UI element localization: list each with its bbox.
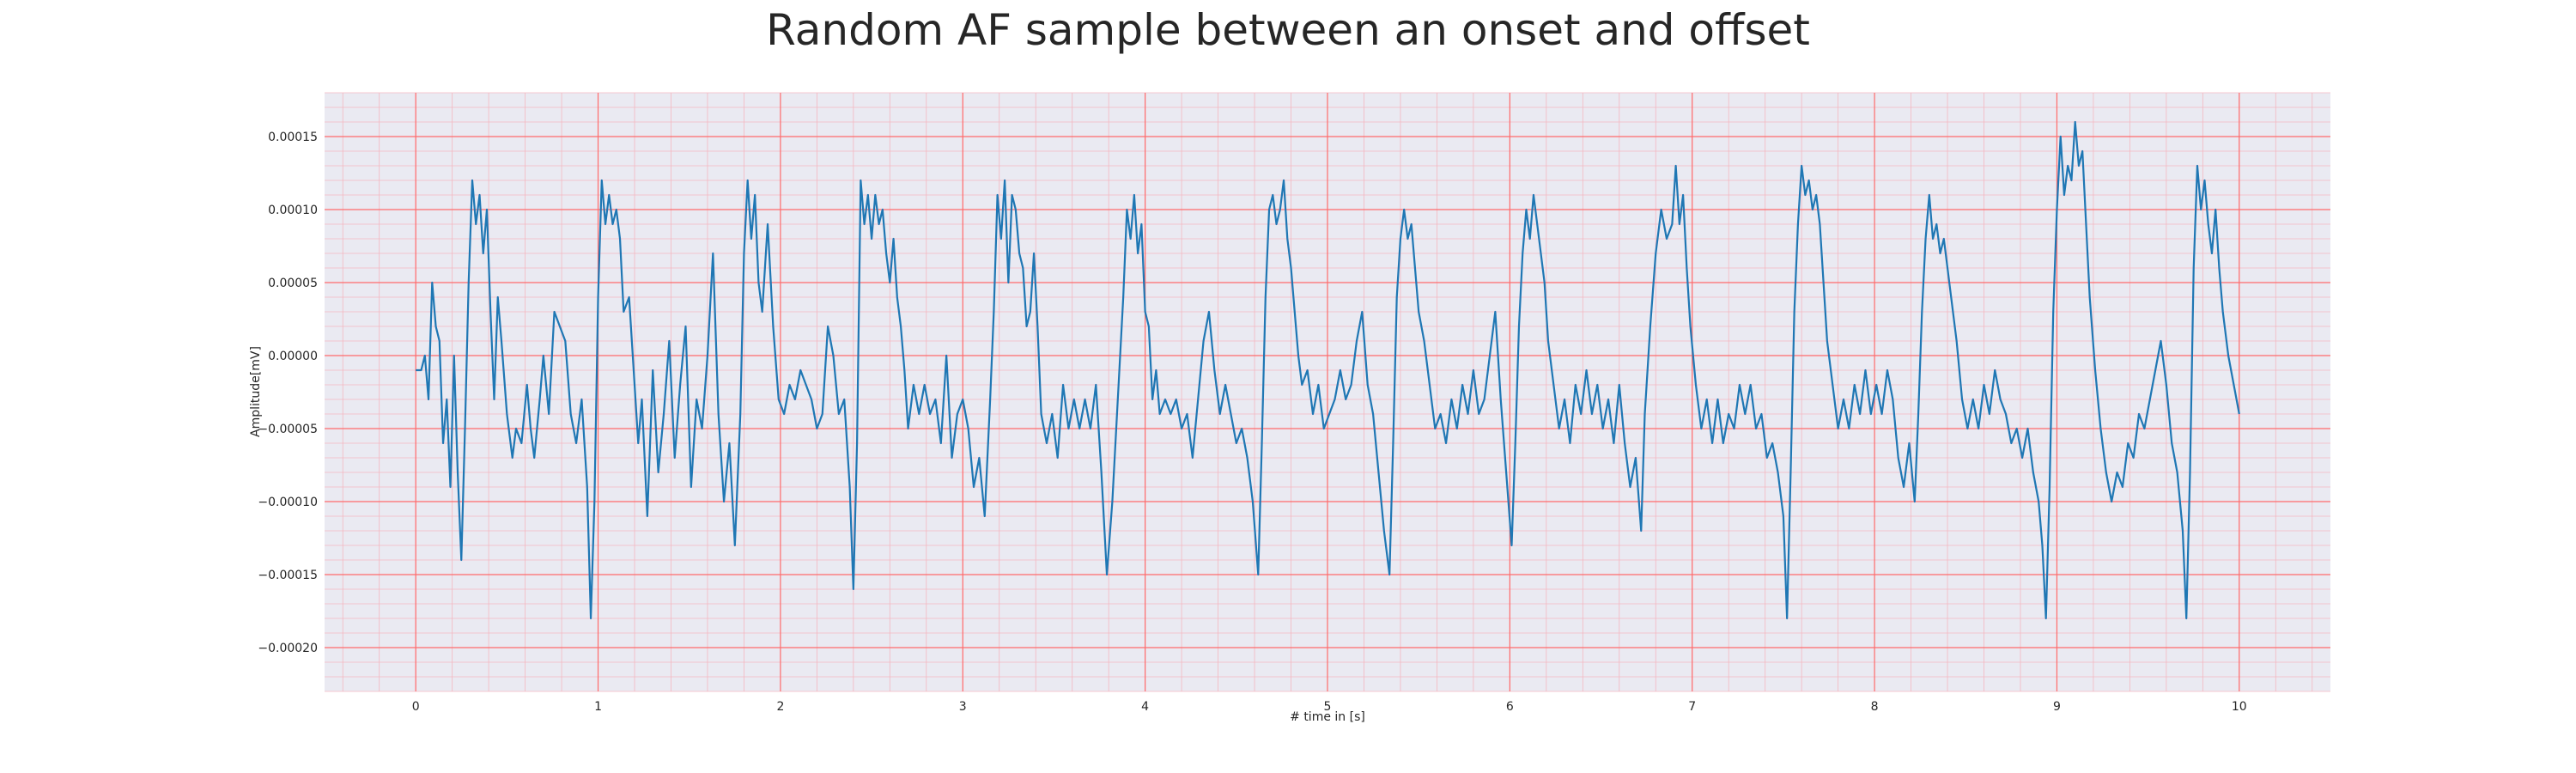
x-tick-label: 6 xyxy=(1506,700,1514,714)
x-axis-ticks: 0 1 2 3 4 5 6 7 8 9 10 xyxy=(412,700,2247,714)
y-tick-label: −0.00005 xyxy=(258,423,318,436)
x-tick-label: 8 xyxy=(1871,700,1879,714)
series-line-0 xyxy=(416,120,2240,620)
series-layer xyxy=(416,120,2240,620)
x-tick-label: 2 xyxy=(776,700,784,714)
x-tick-label: 7 xyxy=(1688,700,1696,714)
y-tick-label: −0.00020 xyxy=(258,642,318,655)
x-tick-label: 1 xyxy=(594,700,602,714)
y-tick-label: 0.00015 xyxy=(268,131,318,144)
x-tick-label: 5 xyxy=(1324,700,1332,714)
y-tick-label: 0.00010 xyxy=(268,204,318,217)
x-axis-label: # time in [s] xyxy=(1290,710,1365,724)
chart-title: Random AF sample between an onset and of… xyxy=(766,5,1810,55)
x-tick-label: 4 xyxy=(1141,700,1149,714)
x-tick-label: 3 xyxy=(959,700,967,714)
y-tick-label: −0.00015 xyxy=(258,569,318,582)
x-tick-label: 0 xyxy=(412,700,420,714)
y-axis-ticks: 0.00015 0.00010 0.00005 0.00000 −0.00005 −0.0… xyxy=(258,131,318,655)
y-axis-label: Amplitude[mV] xyxy=(249,346,263,437)
major-grid xyxy=(325,93,2330,691)
y-tick-label: 0.00000 xyxy=(268,350,318,363)
y-tick-label: −0.00010 xyxy=(258,496,318,509)
x-tick-label: 10 xyxy=(2232,700,2247,714)
y-tick-label: 0.00005 xyxy=(268,277,318,290)
x-tick-label: 9 xyxy=(2053,700,2061,714)
